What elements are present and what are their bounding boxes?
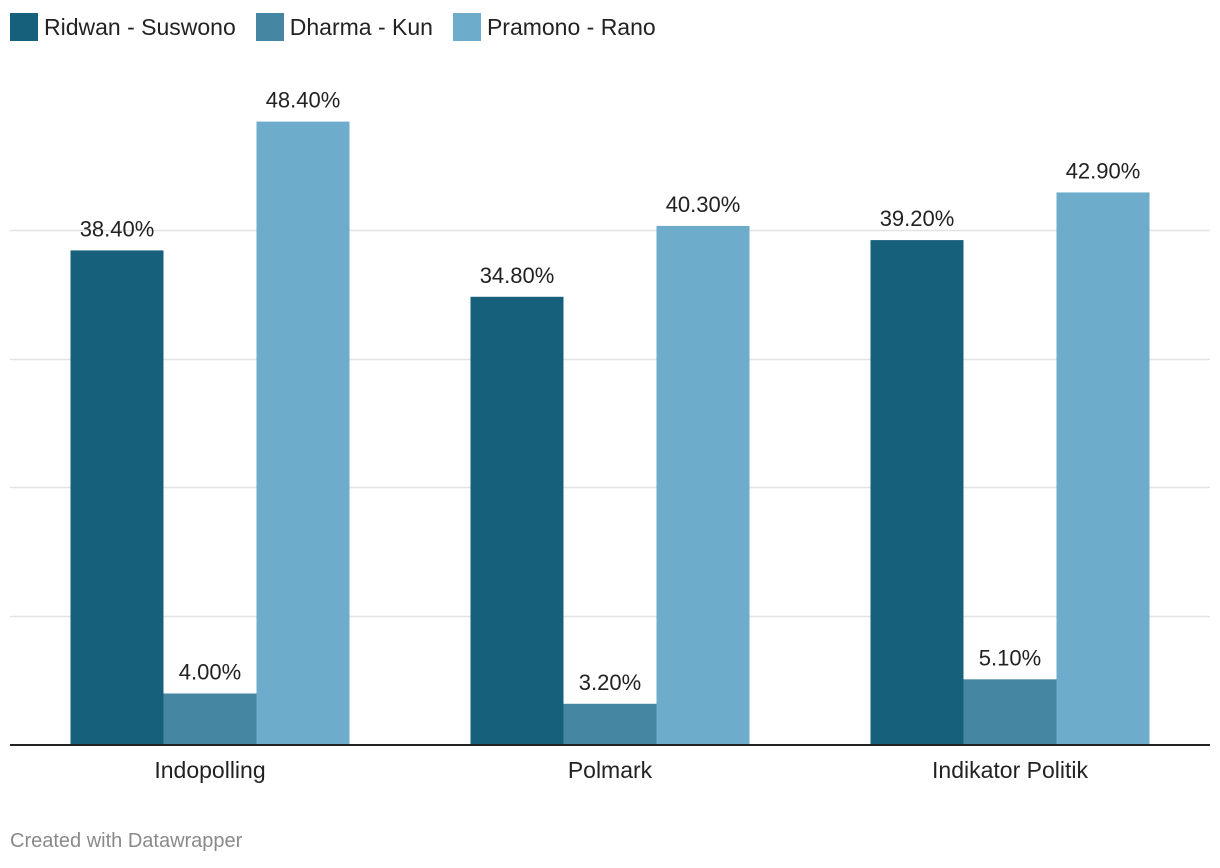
legend-swatch xyxy=(10,13,38,41)
bar xyxy=(1056,192,1150,745)
legend-label: Dharma - Kun xyxy=(289,13,433,40)
bar xyxy=(256,121,350,745)
bar xyxy=(163,693,257,745)
bars xyxy=(70,121,1150,745)
value-label: 3.20% xyxy=(579,670,641,695)
bar xyxy=(870,240,964,745)
legend-item: Ridwan - Suswono xyxy=(10,13,236,41)
x-tick-label: Indikator Politik xyxy=(932,757,1088,783)
credit-text: Created with Datawrapper xyxy=(10,830,243,852)
legend-label: Ridwan - Suswono xyxy=(44,13,236,40)
bar xyxy=(963,679,1057,745)
value-label: 34.80% xyxy=(480,263,555,288)
value-labels: 38.40% 4.00% 48.40% 34.80% 3.20% 40.30% 39.20%… xyxy=(80,88,1141,695)
value-label: 38.40% xyxy=(80,216,155,241)
bar xyxy=(470,296,564,745)
legend-swatch xyxy=(255,13,284,41)
value-label: 42.90% xyxy=(1066,158,1141,183)
legend: Ridwan - Suswono Dharma - Kun Pramono - Ra… xyxy=(10,12,676,42)
bar xyxy=(70,250,164,745)
bar xyxy=(563,703,657,745)
legend-swatch xyxy=(452,13,481,41)
value-label: 5.10% xyxy=(979,645,1041,670)
x-tick-label: Indopolling xyxy=(154,757,265,783)
legend-item: Pramono - Rano xyxy=(452,13,656,41)
gridlines xyxy=(10,229,1210,618)
legend-label: Pramono - Rano xyxy=(486,13,656,40)
legend-item: Dharma - Kun xyxy=(255,13,433,41)
x-axis-tick-labels: Indopolling Polmark Indikator Politik xyxy=(154,757,1088,783)
value-label: 40.30% xyxy=(666,192,741,217)
x-tick-label: Polmark xyxy=(568,757,653,783)
value-label: 39.20% xyxy=(880,206,955,231)
value-label: 4.00% xyxy=(179,659,241,684)
value-label: 48.40% xyxy=(266,88,341,113)
bar xyxy=(656,225,750,745)
